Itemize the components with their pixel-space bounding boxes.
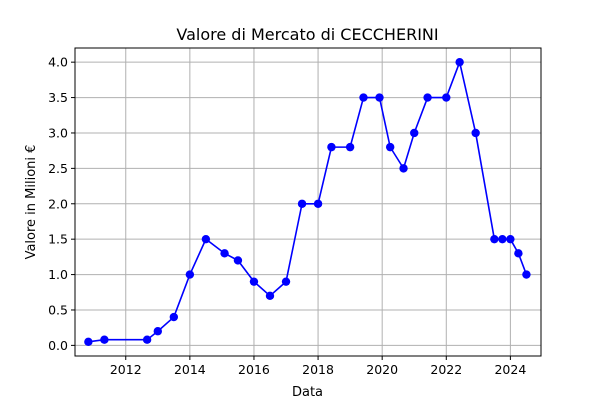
data-point [385,142,395,152]
grid [75,48,541,356]
x-tick-label: 2018 [302,362,334,377]
x-tick-label: 2016 [238,362,270,377]
data-point [375,93,384,102]
data-point [249,277,259,286]
y-tick-label: 1.5 [48,232,68,247]
data-point [471,128,480,138]
y-axis-label: Valore in Milioni € [24,145,39,260]
chart-title: Valore di Mercato di CECCHERINI [176,25,438,44]
data-point [169,312,179,322]
data-point [498,234,507,244]
y-tick-label: 3.0 [48,125,68,140]
data-point [423,93,432,102]
y-tick-label: 2.0 [48,196,68,211]
y-tick-label: 0.0 [48,338,68,353]
x-tick-label: 2020 [366,362,398,377]
axis-ticks: 2012 2014 2016 2018 2020 2022 2024 0.0 0.5 1.0 1.5… [48,55,526,377]
data-point [455,57,464,67]
data-point [490,234,499,244]
data-point [265,291,275,301]
data-point [185,270,195,279]
data-point [153,327,162,336]
y-tick-label: 1.0 [48,267,68,282]
plot-frame [74,47,542,357]
y-tick-label: 0.5 [48,302,68,317]
data-point [522,270,531,279]
data-point [100,335,109,344]
data-point [399,164,408,173]
data-point [142,335,152,344]
data-point [201,234,211,244]
data-series [84,57,531,347]
data-point [514,249,523,258]
x-tick-label: 2024 [494,362,526,377]
data-point [281,277,291,286]
data-point [359,93,368,102]
y-tick-label: 4.0 [48,55,68,70]
data-point [220,249,229,258]
data-point [313,199,323,208]
data-point [410,128,419,138]
data-point [84,337,93,347]
x-tick-label: 2012 [110,362,142,377]
x-axis-label: Data [292,385,323,400]
data-point [233,256,243,265]
y-tick-label: 3.5 [48,90,68,105]
x-tick-label: 2014 [174,362,206,377]
series-line [88,59,528,343]
data-point [345,142,355,152]
x-tick-label: 2022 [430,362,462,377]
data-point [442,93,451,102]
data-point [506,234,515,244]
data-point [297,199,307,208]
y-tick-label: 2.5 [48,161,68,176]
data-point [327,142,336,152]
